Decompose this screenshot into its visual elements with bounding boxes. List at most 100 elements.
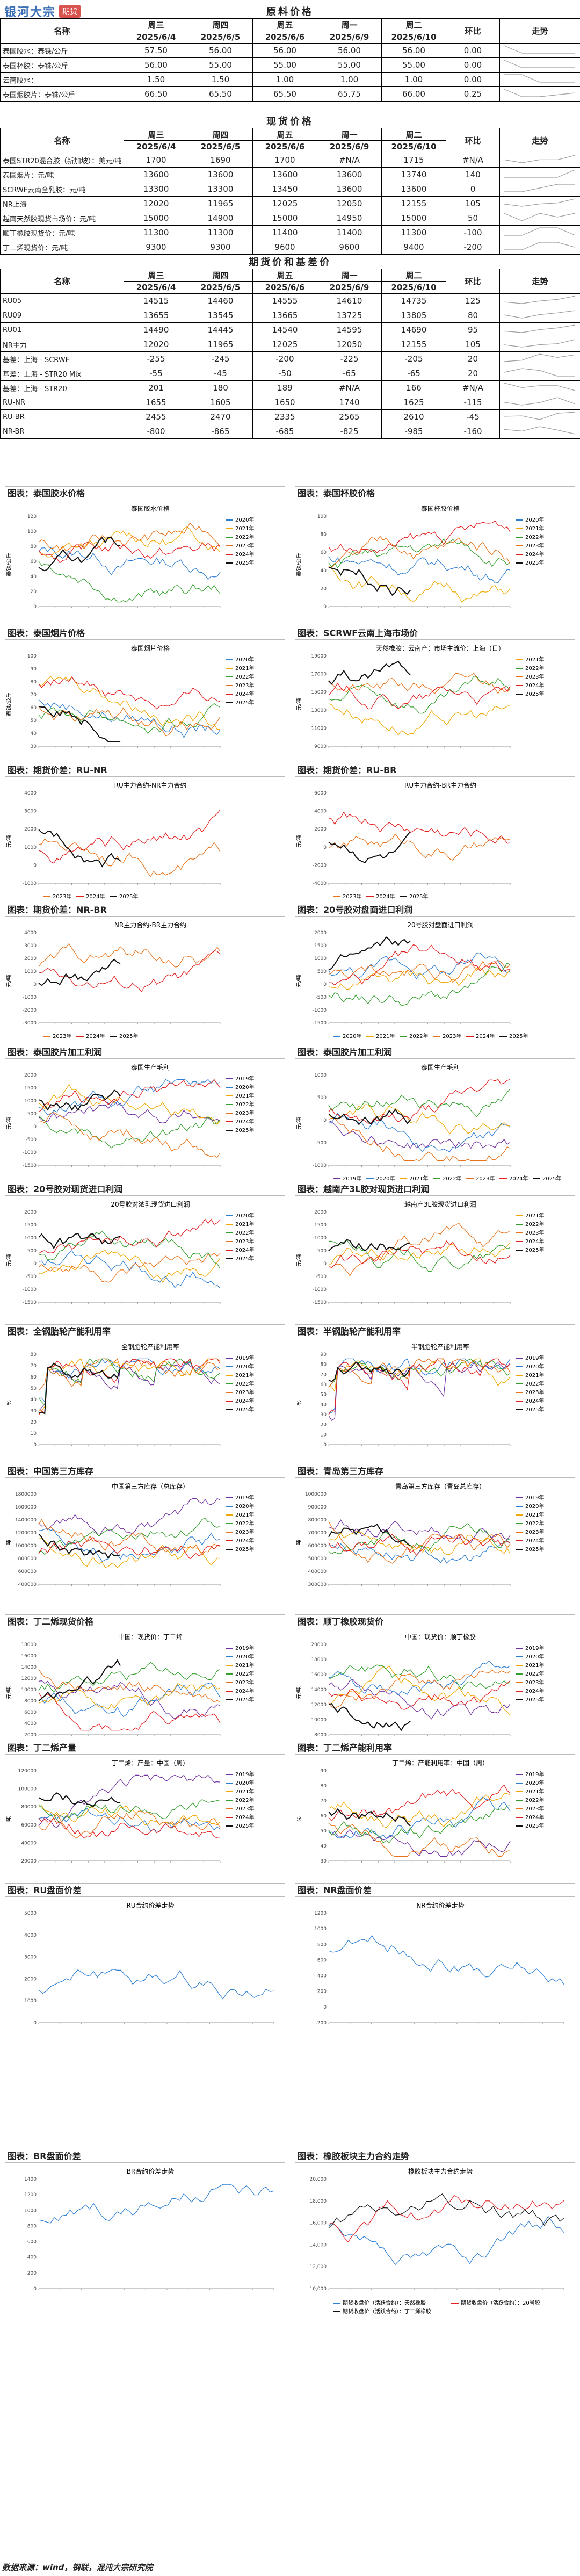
- series-line: [328, 1104, 511, 1135]
- y-tick-label: 20000: [311, 1642, 327, 1648]
- series-line: [38, 1528, 221, 1562]
- chart-panel: 图表：全钢胎轮产能利用率 全钢胎轮产能利用率% 80 70 60 50 40 30 20 10 0 2…: [5, 1324, 285, 1465]
- header-weekday: 周四: [188, 18, 253, 31]
- series-line: [328, 1661, 511, 1696]
- chart-title: 半钢胎轮产能利用率: [411, 1343, 469, 1351]
- sparkline-path: [504, 184, 575, 192]
- legend-label: 2021年: [525, 1511, 544, 1518]
- legend-label: 2025年: [235, 1406, 254, 1413]
- y-tick-label: 16000: [311, 1672, 327, 1678]
- series-line: [38, 1358, 221, 1411]
- chart-caption: 图表：越南产3L胶对现货进口利润: [295, 1182, 575, 1196]
- chart-caption: 图表：期货价差：RU-NR: [5, 763, 285, 777]
- header-weekday: 周四: [188, 128, 253, 141]
- table-row: 越南天然胶现货市场价：元/吨 15000 14900 15000 14950 15000 5…: [0, 211, 580, 226]
- legend-label: 2024年: [525, 1814, 544, 1821]
- header-date: 2025/6/9: [317, 31, 382, 44]
- sparkline-path: [504, 324, 576, 333]
- legend-label: 2020年: [235, 1212, 254, 1219]
- legend-label: 2024年: [525, 682, 544, 689]
- legend-label: 2025年: [525, 690, 544, 697]
- series-line: [328, 959, 511, 983]
- header-weekday: 周一: [317, 128, 382, 141]
- row-value: -50: [252, 366, 317, 381]
- row-value: -685: [252, 424, 317, 439]
- y-tick-label: 20,000: [310, 2177, 327, 2182]
- row-change: -200: [446, 240, 500, 255]
- chart-panel: 图表：越南产3L胶对现货进口利润 越南产3L胶现货进口利润 元/吨 2000 1500 1…: [295, 1182, 575, 1323]
- chart-title: 中国：现货价：顺丁橡胶: [405, 1633, 476, 1641]
- table-row: RU01 14490 14445 14540 14595 14690 95: [0, 322, 580, 337]
- series-line: [328, 1120, 511, 1149]
- y-tick-label: -1500: [313, 1021, 327, 1026]
- series-line: [38, 2184, 274, 2224]
- series-line: [328, 1239, 411, 1252]
- chart-caption: 图表：泰国杯胶价格: [295, 486, 575, 500]
- legend-label: 2025年: [409, 893, 428, 900]
- y-tick-label: 1000: [314, 1236, 327, 1241]
- sparkline-path: [504, 426, 576, 435]
- y-axis-unit: %: [296, 1816, 302, 1822]
- series-line: [38, 522, 221, 552]
- y-tick-label: 0: [323, 1442, 327, 1448]
- row-value: 13600: [381, 182, 446, 197]
- sparkline: [504, 60, 575, 68]
- legend-label: 2025年: [525, 1406, 544, 1413]
- chart-title: 中国第三方库存（总库存）: [112, 1482, 189, 1490]
- chart-panel: 图表：泰国胶片加工利润 泰国生产毛利 元/吨 2000 1500 1000 500 0 -500…: [5, 1045, 285, 1186]
- y-tick-label: 1500: [24, 1086, 37, 1091]
- sparkline: [504, 368, 575, 377]
- legend-label: 2022年: [525, 1380, 544, 1387]
- series-line: [328, 1079, 511, 1124]
- row-name: 泰国杯胶：泰铢/公斤: [0, 57, 124, 73]
- y-tick-label: 60: [321, 1382, 327, 1388]
- y-tick-label: 4000: [24, 1933, 37, 1938]
- chart-caption: 图表：丁二烯现货价格: [5, 1614, 285, 1628]
- y-tick-label: 14000: [21, 1665, 37, 1670]
- header-date: 2025/6/5: [188, 140, 253, 153]
- y-tick-label: 1200: [314, 1911, 327, 1916]
- chart-caption: 图表：中国第三方库存: [5, 1464, 285, 1478]
- y-tick-label: 20: [31, 589, 37, 595]
- series-line: [328, 520, 511, 554]
- row-value: 1700: [124, 153, 189, 168]
- chart-title: 泰国杯胶价格: [421, 504, 460, 513]
- legend-label: 2020年: [235, 1653, 254, 1660]
- sparkline-path: [504, 89, 576, 97]
- row-change: 0.00: [446, 57, 500, 73]
- y-tick-label: -1000: [313, 1008, 327, 1013]
- y-tick-label: -1000: [23, 1287, 37, 1293]
- y-tick-label: 500: [27, 1249, 37, 1254]
- series-line: [328, 833, 511, 861]
- row-value: 66.00: [381, 86, 446, 102]
- row-change: 95: [446, 322, 500, 337]
- y-tick-label: -2000: [313, 863, 327, 868]
- y-axis-unit: 元/吨: [295, 835, 302, 847]
- row-value: 13600: [252, 167, 317, 182]
- series-line: [328, 1534, 511, 1556]
- series-line: [328, 1117, 511, 1161]
- legend-label: 2024年: [235, 690, 254, 697]
- series-line: [328, 1361, 411, 1382]
- legend-label: 2021年: [525, 525, 544, 532]
- y-tick-label: 800: [317, 1942, 327, 1947]
- header-trend: 走势: [499, 18, 580, 44]
- legend-label: 2021年: [235, 1221, 254, 1228]
- legend-label: 期货收盘价（活跃合约）：天然橡胶: [343, 2299, 426, 2306]
- y-axis-unit: 元/吨: [5, 1686, 12, 1699]
- chart-panel: 图表：橡胶板块主力合约走势 橡胶板块主力合约走势 20,000 18,000 16,00…: [295, 2149, 575, 2326]
- table-row: 泰国杯胶：泰铢/公斤 56.00 55.00 55.00 55.00 55.00 0.00: [0, 57, 580, 73]
- header-weekday: 周二: [381, 128, 446, 141]
- legend-label: 2023年: [235, 1109, 254, 1116]
- row-value: 14900: [188, 211, 253, 226]
- series-line: [38, 950, 221, 992]
- chart-title: BR合约价差走势: [127, 2167, 175, 2175]
- table-row: 基差：上海 - SCRWF -255 -245 -200 -225 -205 20: [0, 351, 580, 366]
- chart-caption: 图表：RU盘面价差: [5, 1883, 285, 1897]
- row-change: -160: [446, 424, 500, 439]
- y-tick-label: 6000: [314, 791, 327, 796]
- legend-label: 2022年: [443, 1175, 461, 1182]
- legend-label: 2024年: [376, 893, 395, 900]
- series-line: [38, 1792, 121, 1808]
- series-line: [38, 1659, 121, 1702]
